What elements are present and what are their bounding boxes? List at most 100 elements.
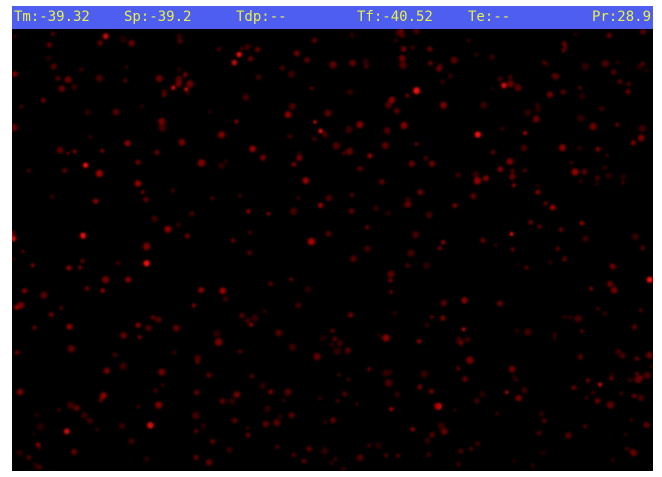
particle-dot	[589, 286, 594, 291]
particle-dot	[246, 250, 253, 256]
particle-dot	[197, 159, 206, 167]
particle-dot	[340, 466, 347, 471]
particle-dot	[193, 389, 200, 396]
particle-dot	[161, 89, 168, 96]
particle-dot	[335, 399, 340, 403]
particle-dot	[594, 398, 601, 404]
particle-dot	[196, 360, 200, 365]
particle-dot	[475, 441, 481, 447]
particle-dot	[453, 408, 457, 412]
particle-dot	[273, 419, 281, 427]
particle-dot	[615, 348, 621, 355]
particle-dot	[423, 155, 429, 161]
particle-dot	[310, 86, 314, 90]
particle-dot	[623, 432, 628, 437]
particle-dot	[464, 336, 470, 343]
particle-dot	[119, 362, 127, 370]
particle-dot	[184, 233, 191, 239]
particle-dot	[17, 301, 25, 309]
particle-dot	[288, 412, 295, 418]
particle-dot	[12, 230, 16, 237]
particle-dot	[570, 160, 574, 165]
particle-dot	[95, 170, 103, 177]
particle-dot	[183, 72, 188, 78]
particle-dot	[430, 315, 434, 319]
particle-dot	[581, 168, 588, 175]
particle-dot	[249, 145, 256, 153]
particle-dot	[143, 260, 150, 267]
particle-dot	[268, 281, 274, 287]
particle-dot	[537, 224, 542, 229]
particle-dot	[288, 103, 296, 110]
particle-dot	[435, 65, 442, 72]
particle-dot	[491, 150, 495, 155]
particle-dot	[405, 263, 411, 268]
particle-dot	[399, 61, 407, 69]
particle-dot	[511, 459, 516, 464]
particle-dot	[296, 196, 301, 201]
particle-dot	[297, 151, 302, 156]
particle-dot	[489, 54, 496, 60]
particle-dot	[103, 367, 110, 374]
particle-dot	[102, 33, 109, 40]
particle-dot	[249, 373, 255, 379]
particle-dot	[330, 417, 337, 424]
particle-dot	[382, 369, 390, 377]
particle-dot	[70, 83, 78, 91]
particle-dot	[63, 428, 70, 435]
particle-dot	[348, 312, 354, 318]
particle-dot	[619, 352, 626, 359]
particle-dot	[574, 314, 582, 323]
particle-dot	[426, 452, 431, 457]
particle-dot	[627, 377, 633, 383]
particle-dot	[506, 80, 515, 88]
particle-dot	[218, 131, 225, 139]
particle-dot	[635, 371, 639, 376]
particle-dot	[115, 261, 120, 265]
particle-dot	[382, 334, 390, 342]
particle-dot	[508, 365, 516, 373]
particle-dot	[530, 463, 535, 468]
particle-dot	[577, 114, 585, 122]
particle-dot	[218, 162, 225, 169]
particle-dot	[143, 196, 149, 203]
particle-dot	[160, 383, 165, 387]
status-bar: Tm:-39.32 Sp:-39.2 Tdp:-- Tf:-40.52 Te:-…	[12, 6, 653, 29]
particle-dot	[248, 56, 254, 62]
particle-dot	[578, 86, 582, 90]
particle-dot	[405, 201, 412, 208]
particle-dot	[349, 32, 355, 39]
particle-dot	[50, 63, 58, 70]
particle-dot	[193, 454, 199, 460]
particle-dot	[307, 238, 315, 246]
particle-dot	[388, 96, 396, 104]
particle-dot	[577, 354, 584, 360]
particle-dot	[332, 336, 338, 342]
particle-dot	[16, 449, 23, 457]
particle-dot	[387, 270, 395, 278]
particle-dot	[596, 307, 600, 311]
particle-dot	[547, 259, 553, 265]
particle-dot	[643, 371, 651, 379]
particle-dot	[41, 98, 46, 103]
particle-dot	[329, 342, 335, 348]
particle-dot	[56, 146, 64, 154]
particle-dot	[158, 368, 166, 376]
particle-dot	[255, 74, 262, 81]
particle-dot	[582, 235, 589, 242]
particle-dot	[264, 405, 271, 413]
particle-dot	[602, 165, 608, 171]
particle-dot	[238, 349, 243, 354]
particle-dot	[538, 411, 545, 417]
particle-dot	[433, 403, 440, 409]
particle-dot	[561, 48, 565, 53]
particle-dot	[556, 247, 560, 251]
particle-dot	[319, 335, 326, 342]
particle-dot	[619, 391, 624, 396]
particle-dot	[466, 38, 471, 43]
particle-dot	[510, 247, 515, 252]
particle-dot	[139, 103, 145, 109]
particle-dot	[262, 420, 270, 428]
particle-dot	[413, 87, 420, 95]
particle-dot	[580, 329, 584, 333]
